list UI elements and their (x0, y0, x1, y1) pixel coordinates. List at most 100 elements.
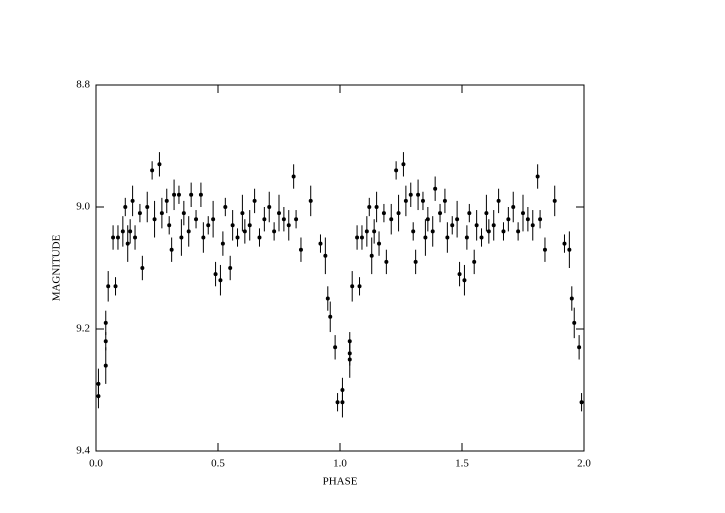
data-point (462, 278, 467, 283)
data-point (413, 259, 418, 264)
data-point (137, 211, 142, 216)
data-point (567, 247, 572, 252)
data-point (474, 223, 479, 228)
x-tick-label: 0.5 (211, 458, 225, 470)
y-tick-label: 9.0 (76, 201, 90, 213)
data-point (291, 174, 296, 179)
plot-frame (95, 84, 585, 452)
data-point (484, 211, 489, 216)
data-point (381, 211, 386, 216)
data-point (133, 235, 138, 240)
data-point (111, 235, 116, 240)
data-point (164, 198, 169, 203)
data-point (416, 192, 421, 197)
data-point (113, 284, 118, 289)
data-point (176, 192, 181, 197)
data-point (103, 339, 108, 344)
data-point (181, 211, 186, 216)
x-tick-label: 2.0 (577, 458, 591, 470)
data-point (357, 284, 362, 289)
data-point (247, 223, 252, 228)
data-point (242, 229, 247, 234)
x-tick-label: 0.0 (89, 458, 103, 470)
data-point (394, 168, 399, 173)
data-point (521, 211, 525, 216)
data-point (228, 266, 233, 270)
data-point (455, 217, 460, 222)
data-point (450, 223, 455, 228)
data-point (286, 223, 291, 228)
data-point (213, 272, 218, 277)
data-point (442, 198, 447, 203)
data-point (350, 284, 355, 289)
data-point (115, 235, 120, 240)
data-point (445, 235, 450, 240)
y-tick-label: 9.4 (76, 445, 90, 457)
data-point (355, 235, 360, 240)
data-point (335, 400, 340, 405)
data-point (374, 205, 379, 209)
data-point (120, 229, 125, 234)
data-point (262, 217, 267, 222)
data-point (169, 247, 174, 252)
data-point (230, 223, 235, 228)
data-point (272, 229, 277, 234)
data-point (408, 192, 413, 197)
data-point (372, 229, 377, 234)
data-point (501, 229, 506, 234)
y-axis-label: MAGNITUDE (51, 234, 63, 301)
y-tick-label: 9.2 (76, 323, 90, 335)
x-tick-label: 1.0 (333, 458, 347, 470)
data-point (364, 229, 369, 234)
data-point (401, 162, 406, 167)
data-point (298, 247, 303, 252)
data-point (186, 229, 191, 234)
data-point (128, 229, 133, 234)
data-point (572, 320, 577, 325)
data-point (577, 345, 582, 350)
data-point (538, 217, 543, 222)
data-point (96, 381, 101, 386)
data-point (123, 205, 128, 209)
data-point (396, 211, 401, 216)
data-point (267, 205, 272, 209)
data-point (511, 205, 516, 209)
data-point (457, 272, 462, 277)
data-point (240, 211, 245, 216)
data-point (218, 278, 223, 283)
data-point (323, 253, 328, 258)
x-axis-label: PHASE (323, 476, 358, 488)
data-point (106, 284, 111, 289)
data-point (152, 217, 157, 222)
data-point (367, 205, 372, 209)
data-point (145, 205, 150, 209)
data-point (530, 223, 535, 228)
data-point (430, 229, 435, 234)
data-point (479, 235, 484, 240)
data-point (486, 229, 491, 234)
data-point (464, 235, 469, 240)
data-point (130, 198, 135, 203)
data-point (403, 198, 408, 203)
data-point (340, 400, 345, 405)
data-point (384, 259, 389, 264)
data-point (377, 241, 382, 246)
data-point (472, 259, 477, 264)
data-point (150, 168, 155, 173)
y-tick-label: 8.8 (76, 79, 90, 91)
data-point (389, 217, 394, 222)
data-point (103, 320, 108, 325)
data-point (562, 241, 567, 246)
data-point (220, 241, 225, 246)
data-point (206, 223, 211, 228)
data-point (318, 241, 323, 246)
data-point (423, 235, 428, 240)
data-point (328, 314, 333, 319)
data-point (172, 192, 177, 197)
data-point (201, 235, 206, 240)
data-point (198, 192, 203, 197)
data-point (411, 229, 416, 234)
data-point (535, 174, 540, 179)
x-tick-label: 1.5 (455, 458, 469, 470)
